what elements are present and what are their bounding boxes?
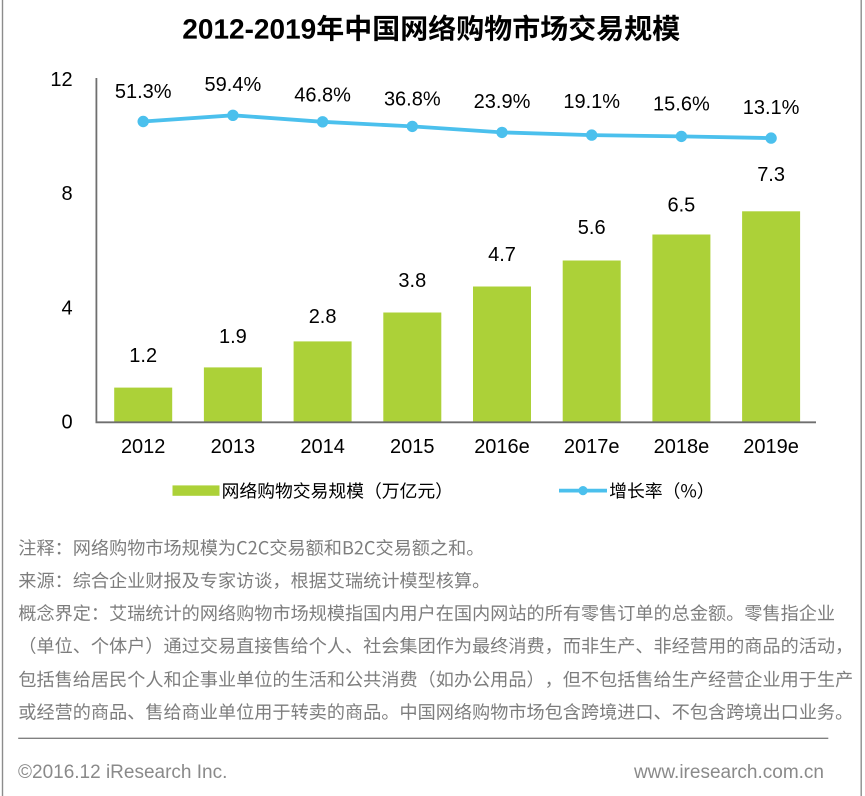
svg-text:©2016.12 iResearch Inc.: ©2016.12 iResearch Inc. xyxy=(18,762,227,783)
svg-text:2012: 2012 xyxy=(121,436,166,458)
svg-text:2015: 2015 xyxy=(390,436,435,458)
svg-text:2017e: 2017e xyxy=(564,436,620,458)
svg-text:51.3%: 51.3% xyxy=(115,81,172,103)
svg-text:5.6: 5.6 xyxy=(578,217,606,239)
svg-text:2013: 2013 xyxy=(211,436,256,458)
svg-text:2014: 2014 xyxy=(300,436,345,458)
svg-text:1.2: 1.2 xyxy=(129,345,157,367)
svg-text:13.1%: 13.1% xyxy=(743,97,800,119)
svg-text:23.9%: 23.9% xyxy=(474,91,531,113)
svg-text:12: 12 xyxy=(50,69,72,91)
svg-text:www.iresearch.com.cn: www.iresearch.com.cn xyxy=(633,762,824,783)
svg-text:2019e: 2019e xyxy=(743,436,799,458)
svg-text:2018e: 2018e xyxy=(654,436,710,458)
svg-text:0: 0 xyxy=(61,412,72,434)
svg-text:4: 4 xyxy=(61,297,72,319)
svg-text:46.8%: 46.8% xyxy=(294,85,351,107)
svg-text:8: 8 xyxy=(61,183,72,205)
svg-text:3.8: 3.8 xyxy=(398,270,426,292)
svg-text:4.7: 4.7 xyxy=(488,244,516,266)
svg-text:15.6%: 15.6% xyxy=(653,93,710,115)
svg-text:7.3: 7.3 xyxy=(757,164,785,186)
svg-text:19.1%: 19.1% xyxy=(563,91,620,113)
svg-text:6.5: 6.5 xyxy=(667,195,695,217)
svg-text:2.8: 2.8 xyxy=(309,306,337,328)
svg-text:59.4%: 59.4% xyxy=(205,74,262,96)
svg-text:2016e: 2016e xyxy=(474,436,530,458)
svg-text:1.9: 1.9 xyxy=(219,326,247,348)
svg-text:36.8%: 36.8% xyxy=(384,89,441,111)
